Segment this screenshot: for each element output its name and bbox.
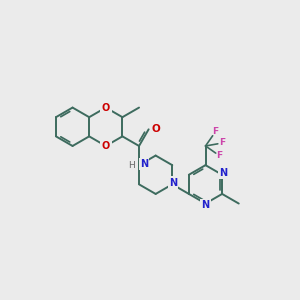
Text: H: H [128,161,135,170]
Text: F: F [212,127,218,136]
Text: F: F [220,139,226,148]
Text: N: N [202,200,210,210]
Text: N: N [169,178,177,188]
Text: O: O [102,103,110,112]
Text: O: O [151,124,160,134]
Text: F: F [217,152,223,160]
Text: N: N [140,159,148,169]
Text: N: N [220,168,228,178]
Text: O: O [102,141,110,151]
